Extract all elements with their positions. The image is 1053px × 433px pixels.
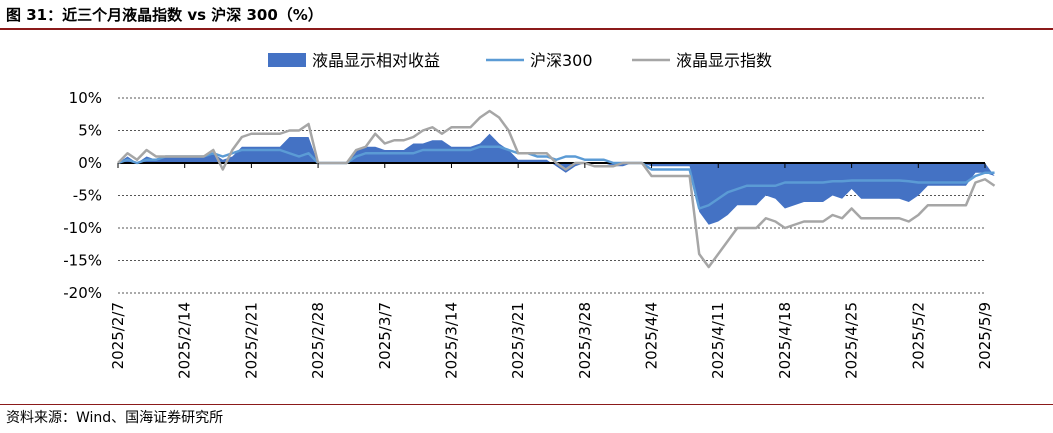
legend-label-lcd-index: 液晶显示指数 — [676, 51, 772, 70]
x-tick-label: 2025/2/7 — [109, 302, 127, 369]
y-axis-ticks: 10% 5% 0% -5% -10% -15% -20% — [63, 89, 102, 302]
x-tick-label: 2025/5/2 — [909, 302, 927, 369]
legend-label-hs300: 沪深300 — [530, 51, 593, 70]
legend-label-relative-return: 液晶显示相对收益 — [312, 51, 440, 70]
y-tick-label: -20% — [63, 284, 102, 302]
y-tick-label: -10% — [63, 219, 102, 237]
source-note: 资料来源：Wind、国海证券研究所 — [6, 410, 224, 426]
legend: 液晶显示相对收益 沪深300 液晶显示指数 — [268, 51, 772, 70]
x-tick-label: 2025/3/28 — [576, 302, 594, 379]
x-tick-label: 2025/2/21 — [242, 302, 260, 379]
x-tick-label: 2025/4/25 — [843, 302, 861, 379]
x-tick-label: 2025/2/14 — [176, 302, 194, 379]
series-area-relative-return — [118, 133, 995, 225]
legend-swatch-relative-return — [268, 53, 306, 67]
y-tick-label: -15% — [63, 252, 102, 270]
y-tick-label: -5% — [73, 187, 102, 205]
x-tick-label: 2025/4/18 — [776, 302, 794, 379]
x-tick-label: 2025/3/7 — [376, 302, 394, 369]
x-tick-label: 2025/2/28 — [309, 302, 327, 379]
x-axis-ticks: 2025/2/7 2025/2/14 2025/2/21 2025/2/28 2025/… — [109, 163, 994, 379]
y-tick-label: 10% — [69, 89, 102, 107]
y-tick-label: 0% — [78, 154, 102, 172]
chart-title: 图 31：近三个月液晶指数 vs 沪深 300（%） — [6, 6, 323, 24]
x-tick-label: 2025/5/9 — [976, 302, 994, 369]
x-tick-label: 2025/4/4 — [643, 302, 661, 369]
y-tick-label: 5% — [78, 122, 102, 140]
x-tick-label: 2025/3/21 — [509, 302, 527, 379]
x-tick-label: 2025/3/14 — [442, 302, 460, 379]
title-divider — [0, 28, 1053, 30]
series-line-lcd-index — [117, 109, 996, 269]
grid-lines — [118, 97, 985, 294]
series-line-hs300 — [117, 145, 995, 210]
x-tick-label: 2025/4/11 — [709, 302, 727, 379]
series-layer — [117, 109, 996, 269]
footer-divider — [0, 404, 1053, 405]
